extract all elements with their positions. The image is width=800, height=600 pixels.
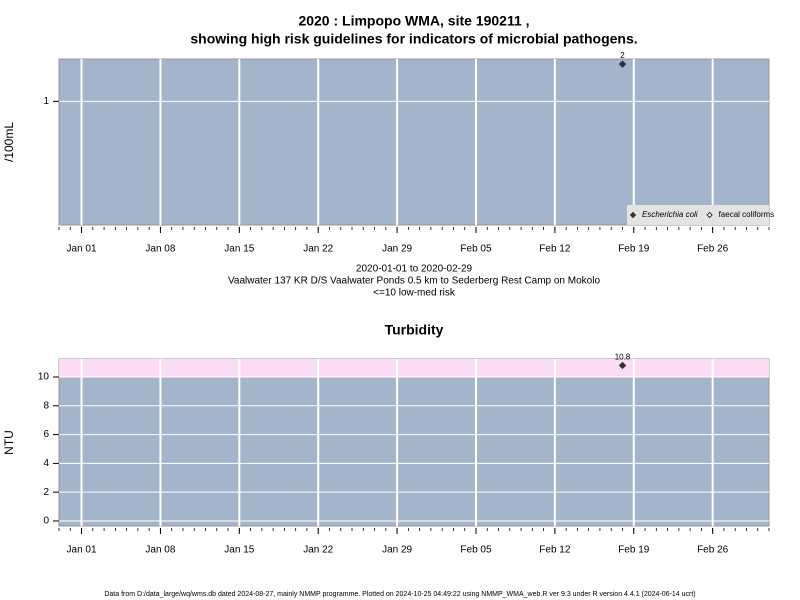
x-tick-label: Feb 05 [460,244,492,255]
x-tick-label: Jan 29 [382,545,412,556]
x-tick-label: Jan 01 [67,244,97,255]
y-tick-label: 4 [43,458,49,469]
x-tick-label: Jan 22 [303,545,333,556]
data-label: 10.8 [615,353,631,362]
x-tick-label: Feb 26 [697,545,729,556]
y-tick-label: 6 [43,429,49,440]
chart-title: 2020 : Limpopo WMA, site 190211 , [298,13,529,29]
x-tick-label: Feb 12 [539,244,571,255]
y-tick-label: 1 [43,96,49,107]
x-tick-label: Feb 19 [618,244,650,255]
x-tick-label: Jan 08 [145,545,175,556]
subtitle: Vaalwater 137 KR D/S Vaalwater Ponds 0.5… [228,276,600,287]
x-tick-label: Feb 05 [460,545,492,556]
x-tick-label: Jan 01 [67,545,97,556]
subtitle: 2020-01-01 to 2020-02-29 [356,264,473,275]
x-tick-label: Jan 22 [303,244,333,255]
x-tick-label: Feb 12 [539,545,571,556]
legend-box [627,205,769,225]
subtitle: <=10 low-med risk [373,288,456,299]
legend-marker [629,211,637,219]
x-tick-label: Jan 15 [224,545,254,556]
y-tick-label: 0 [43,516,49,527]
guideline-band [59,359,769,377]
y-axis-label: /100mL [2,122,16,162]
x-tick-label: Feb 19 [618,545,650,556]
chart-title: showing high risk guidelines for indicat… [190,31,637,47]
data-point [618,60,627,68]
legend-label: Escherichia coli [642,210,698,219]
plot-background [58,358,770,527]
y-axis-label: NTU [2,430,16,455]
x-tick-label: Jan 15 [224,244,254,255]
footer: Data from D:/data_large/wq/wms.db dated … [104,591,695,598]
chart-title: Turbidity [385,322,444,338]
data-label: 2 [620,51,625,60]
y-tick-label: 10 [38,372,50,383]
x-tick-label: Feb 26 [697,244,729,255]
x-tick-label: Jan 29 [382,244,412,255]
y-tick-label: 2 [43,487,49,498]
legend-marker [706,211,713,219]
legend-label: faecal coliforms [719,210,775,219]
data-point [618,361,627,370]
plot-background [58,58,770,226]
x-tick-label: Jan 08 [145,244,175,255]
y-tick-label: 8 [43,400,49,411]
